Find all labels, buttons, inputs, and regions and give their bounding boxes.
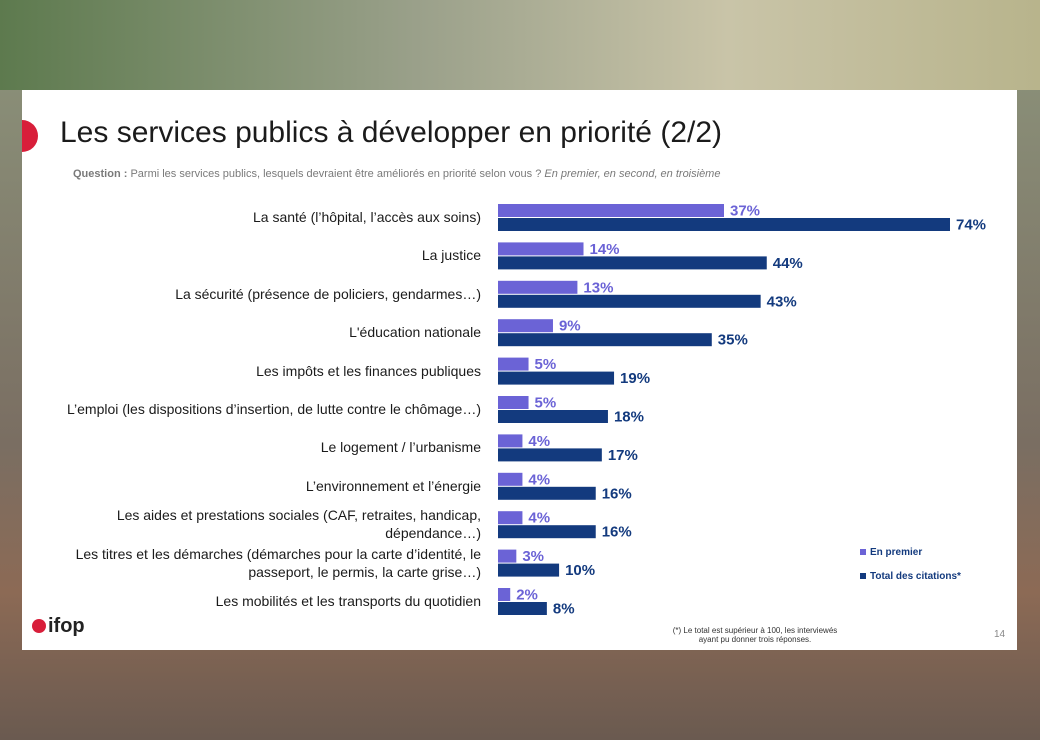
legend-item: Total des citations* [860, 571, 961, 582]
bar [498, 486, 596, 500]
bar [498, 525, 596, 539]
value-label: 13% [583, 279, 613, 296]
question-label: Question : [73, 168, 128, 180]
legend-item: En premier [860, 547, 922, 558]
bar [498, 448, 602, 462]
page-number: 14 [994, 629, 1006, 640]
value-label: 3% [522, 548, 544, 565]
category-label: La justice [421, 247, 481, 264]
value-label: 18% [614, 408, 644, 425]
value-label: 9% [559, 318, 581, 335]
value-label: 37% [730, 202, 760, 219]
bar [498, 396, 529, 409]
value-label: 74% [956, 216, 986, 233]
value-label: 44% [773, 255, 803, 272]
bar [498, 294, 761, 308]
bar [498, 410, 608, 423]
bar [498, 588, 511, 601]
value-label: 4% [528, 471, 550, 488]
bar [498, 242, 584, 256]
accent [22, 120, 38, 152]
value-label: 17% [608, 447, 638, 464]
bar [498, 563, 560, 577]
value-label: 2% [516, 586, 538, 603]
legend-label: Total des citations* [870, 571, 961, 582]
bar [498, 511, 523, 525]
value-label: 14% [590, 241, 620, 258]
bar [498, 472, 523, 486]
bar [498, 549, 517, 563]
category-label: Le logement / l’urbanisme [320, 439, 481, 456]
question: Question : Parmi les services publics, l… [73, 168, 720, 180]
bar [498, 371, 615, 385]
category-label: Les aides et prestations sociales (CAF, … [116, 507, 481, 542]
question-text: Parmi les services publics, lesquels dev… [130, 168, 542, 180]
bar [498, 218, 950, 231]
value-label: 16% [602, 524, 632, 541]
logo: ifop [32, 615, 85, 638]
footnote: (*) Le total est supérieur à 100, les in… [672, 626, 838, 644]
value-label: 35% [718, 332, 748, 349]
value-label: 10% [565, 562, 595, 579]
category-label: Les impôts et les finances publiques [256, 362, 481, 379]
category-label: Les titres et les démarches (démarches p… [75, 545, 481, 580]
logo-text: ifop [48, 615, 85, 637]
bar [498, 204, 724, 217]
background-photo [0, 0, 1040, 90]
value-label: 43% [767, 293, 797, 310]
category-label: L’environnement et l’énergie [305, 477, 481, 494]
value-label: 5% [535, 394, 557, 411]
category-label: L'éducation nationale [349, 324, 481, 341]
question-note: En premier, en second, en troisième [544, 168, 721, 180]
value-label: 16% [602, 485, 632, 502]
bar [498, 256, 767, 270]
bar [498, 434, 523, 448]
category-label: Les mobilités et les transports du quoti… [215, 593, 481, 609]
value-label: 4% [528, 433, 550, 450]
bar [498, 357, 529, 371]
category-label: La santé (l’hôpital, l’accès aux soins) [252, 209, 481, 225]
value-label: 5% [535, 356, 557, 373]
category-label: L’emploi (les dispositions d’insertion, … [67, 401, 481, 417]
bar [498, 333, 712, 347]
bar [498, 319, 553, 333]
legend-swatch [860, 549, 866, 555]
title: Les services publics à développer en pri… [60, 116, 723, 149]
bar [498, 280, 578, 294]
legend-label: En premier [870, 547, 923, 558]
value-label: 4% [528, 510, 550, 527]
category-label: La sécurité (présence de policiers, gend… [175, 285, 481, 302]
value-label: 8% [553, 600, 575, 617]
value-label: 19% [620, 370, 650, 387]
legend-swatch [860, 573, 866, 579]
bar [498, 602, 547, 615]
